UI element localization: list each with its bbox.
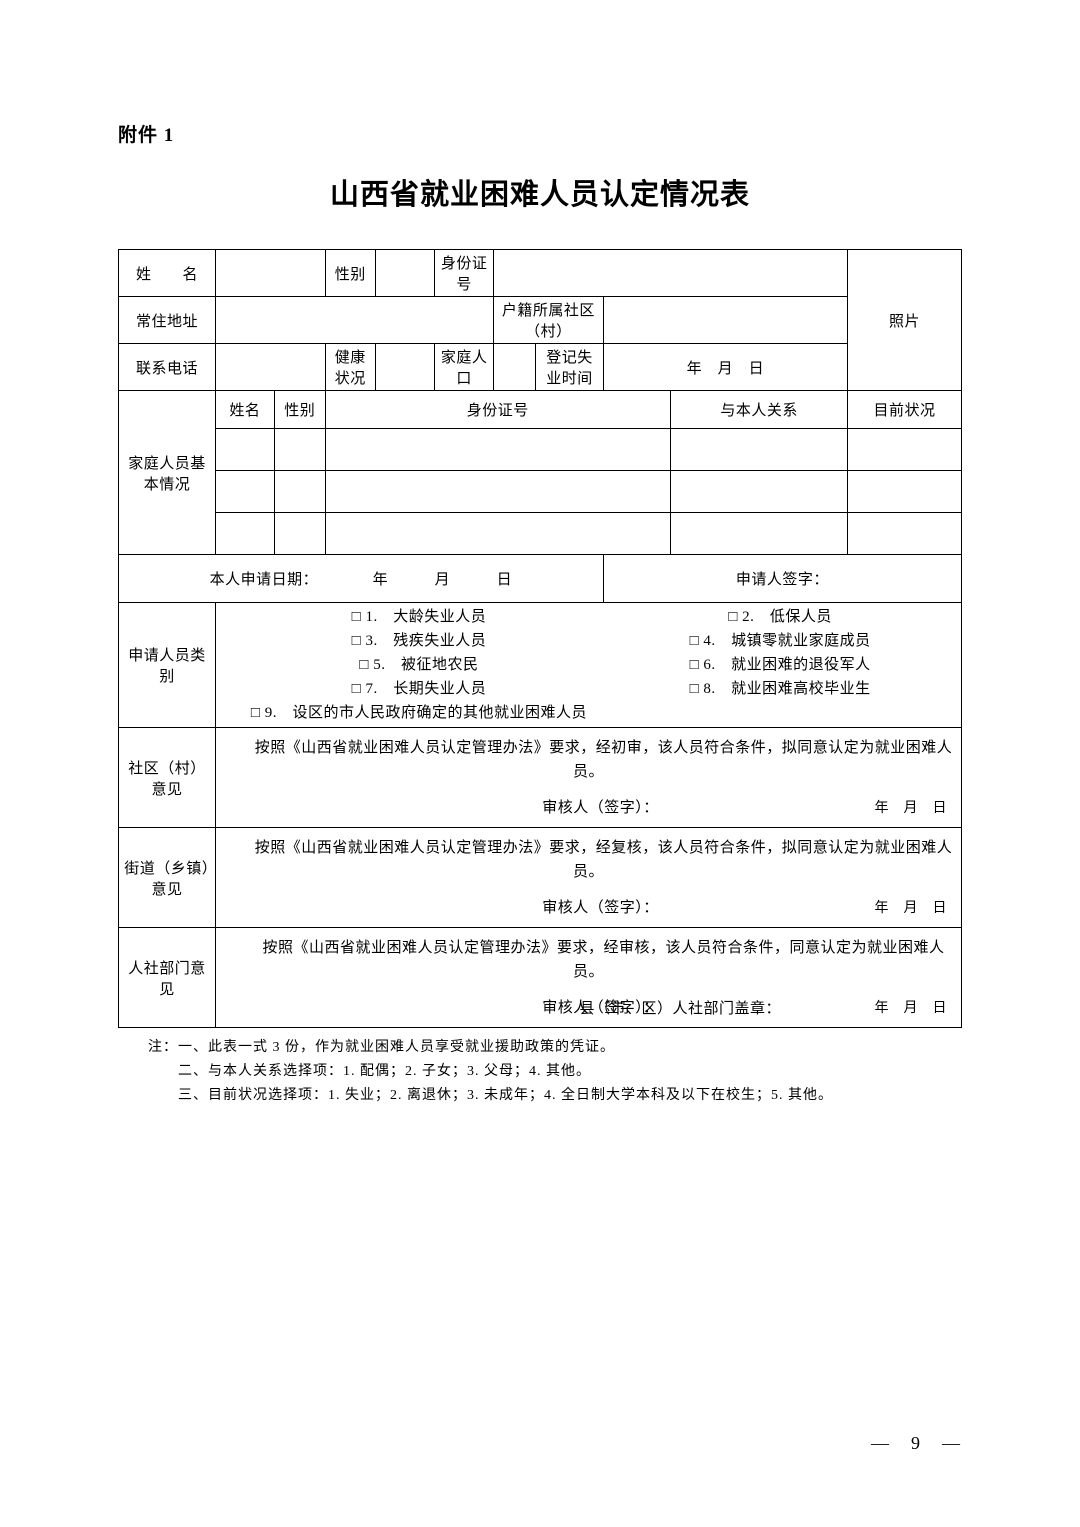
table-row[interactable]: [671, 429, 848, 471]
opinion-date: 年 月 日: [875, 997, 948, 1021]
label-family-pop: 家庭人口: [435, 344, 494, 391]
street-opinion[interactable]: 按照《山西省就业困难人员认定管理办法》要求，经复核，该人员符合条件，拟同意认定为…: [215, 828, 961, 928]
table-row[interactable]: [325, 513, 671, 555]
label-fam-name: 姓名: [215, 391, 274, 429]
field-gender[interactable]: [376, 250, 435, 297]
note-line: 二、与本人关系选择项：1. 配偶；2. 子女；3. 父母；4. 其他。: [148, 1060, 962, 1084]
opinion-date: 年 月 日: [875, 897, 948, 921]
field-health[interactable]: [376, 344, 435, 391]
attachment-label: 附件 1: [118, 120, 962, 147]
label-hr-opinion: 人社部门意见: [119, 928, 216, 1028]
label-category: 申请人员类别: [119, 603, 216, 728]
category-option[interactable]: □ 2. 低保人员: [611, 605, 950, 629]
label-phone: 联系电话: [119, 344, 216, 391]
label-family-basic: 家庭人员基本情况: [119, 391, 216, 555]
photo-cell: 照片: [848, 250, 962, 391]
table-row[interactable]: [671, 471, 848, 513]
opinion-text: 按照《山西省就业困难人员认定管理办法》要求，经审核，该人员符合条件，同意认定为就…: [220, 936, 957, 984]
label-health: 健康状况: [325, 344, 376, 391]
notes: 注：一、此表一式 3 份，作为就业困难人员享受就业援助政策的凭证。 二、与本人关…: [118, 1036, 962, 1108]
page-title: 山西省就业困难人员认定情况表: [118, 171, 962, 213]
opinion-signer: 审核人（签字）：: [220, 796, 957, 820]
table-row[interactable]: [848, 429, 962, 471]
note-line: 注：一、此表一式 3 份，作为就业困难人员享受就业援助政策的凭证。: [148, 1036, 962, 1060]
table-row[interactable]: [274, 429, 325, 471]
category-option[interactable]: □ 3. 残疾失业人员: [227, 629, 610, 653]
field-idno[interactable]: [494, 250, 848, 297]
label-idno: 身份证号: [435, 250, 494, 297]
table-row[interactable]: [274, 471, 325, 513]
opinion-date: 年 月 日: [875, 797, 948, 821]
table-row[interactable]: [671, 513, 848, 555]
table-row[interactable]: [325, 429, 671, 471]
category-options[interactable]: □ 1. 大龄失业人员 □ 3. 残疾失业人员 □ 5. 被征地农民 □ 7. …: [215, 603, 961, 728]
category-option[interactable]: □ 8. 就业困难高校毕业生: [611, 677, 950, 701]
field-huji[interactable]: [603, 297, 847, 344]
identification-form: 姓 名 性别 身份证号 照片 常住地址 户籍所属社区（村） 联系电话 健康状况 …: [118, 249, 962, 1028]
note-line: 三、目前状况选择项：1. 失业；2. 离退休；3. 未成年；4. 全日制大学本科…: [148, 1084, 962, 1108]
category-option[interactable]: □ 6. 就业困难的退役军人: [611, 653, 950, 677]
label-community-opinion: 社区（村）意见: [119, 728, 216, 828]
field-name[interactable]: [215, 250, 325, 297]
label-street-opinion: 街道（乡镇）意见: [119, 828, 216, 928]
label-gender: 性别: [325, 250, 376, 297]
label-name: 姓 名: [119, 250, 216, 297]
category-option[interactable]: □ 7. 长期失业人员: [227, 677, 610, 701]
hr-opinion[interactable]: 按照《山西省就业困难人员认定管理办法》要求，经审核，该人员符合条件，同意认定为就…: [215, 928, 961, 1028]
field-phone[interactable]: [215, 344, 325, 391]
table-row[interactable]: [848, 513, 962, 555]
label-unemp-date: 登记失业时间: [536, 344, 603, 391]
category-option[interactable]: □ 1. 大龄失业人员: [227, 605, 610, 629]
category-option[interactable]: □ 9. 设区的市人民政府确定的其他就业困难人员: [227, 701, 610, 725]
table-row[interactable]: [215, 429, 274, 471]
page-number: — 9 —: [871, 1429, 962, 1455]
label-address: 常住地址: [119, 297, 216, 344]
label-applicant-sign[interactable]: 申请人签字：: [603, 555, 961, 603]
opinion-text: 按照《山西省就业困难人员认定管理办法》要求，经复核，该人员符合条件，拟同意认定为…: [220, 836, 957, 884]
label-huji: 户籍所属社区（村）: [494, 297, 604, 344]
opinion-signer: 审核人（签字）：: [220, 896, 957, 920]
label-apply-date: 本人申请日期： 年 月 日: [119, 555, 604, 603]
opinion-stamp: 县（市、区）人社部门盖章：: [579, 997, 781, 1021]
opinion-text: 按照《山西省就业困难人员认定管理办法》要求，经初审，该人员符合条件，拟同意认定为…: [220, 736, 957, 784]
table-row[interactable]: [848, 471, 962, 513]
label-fam-status: 目前状况: [848, 391, 962, 429]
table-row[interactable]: [274, 513, 325, 555]
label-fam-id: 身份证号: [325, 391, 671, 429]
field-address[interactable]: [215, 297, 493, 344]
label-fam-relation: 与本人关系: [671, 391, 848, 429]
table-row[interactable]: [325, 471, 671, 513]
field-unemp-date[interactable]: 年 月 日: [603, 344, 847, 391]
table-row[interactable]: [215, 471, 274, 513]
community-opinion[interactable]: 按照《山西省就业困难人员认定管理办法》要求，经初审，该人员符合条件，拟同意认定为…: [215, 728, 961, 828]
category-option[interactable]: □ 5. 被征地农民: [227, 653, 610, 677]
field-family-pop[interactable]: [494, 344, 536, 391]
category-option[interactable]: □ 4. 城镇零就业家庭成员: [611, 629, 950, 653]
label-fam-gender: 性别: [274, 391, 325, 429]
table-row[interactable]: [215, 513, 274, 555]
